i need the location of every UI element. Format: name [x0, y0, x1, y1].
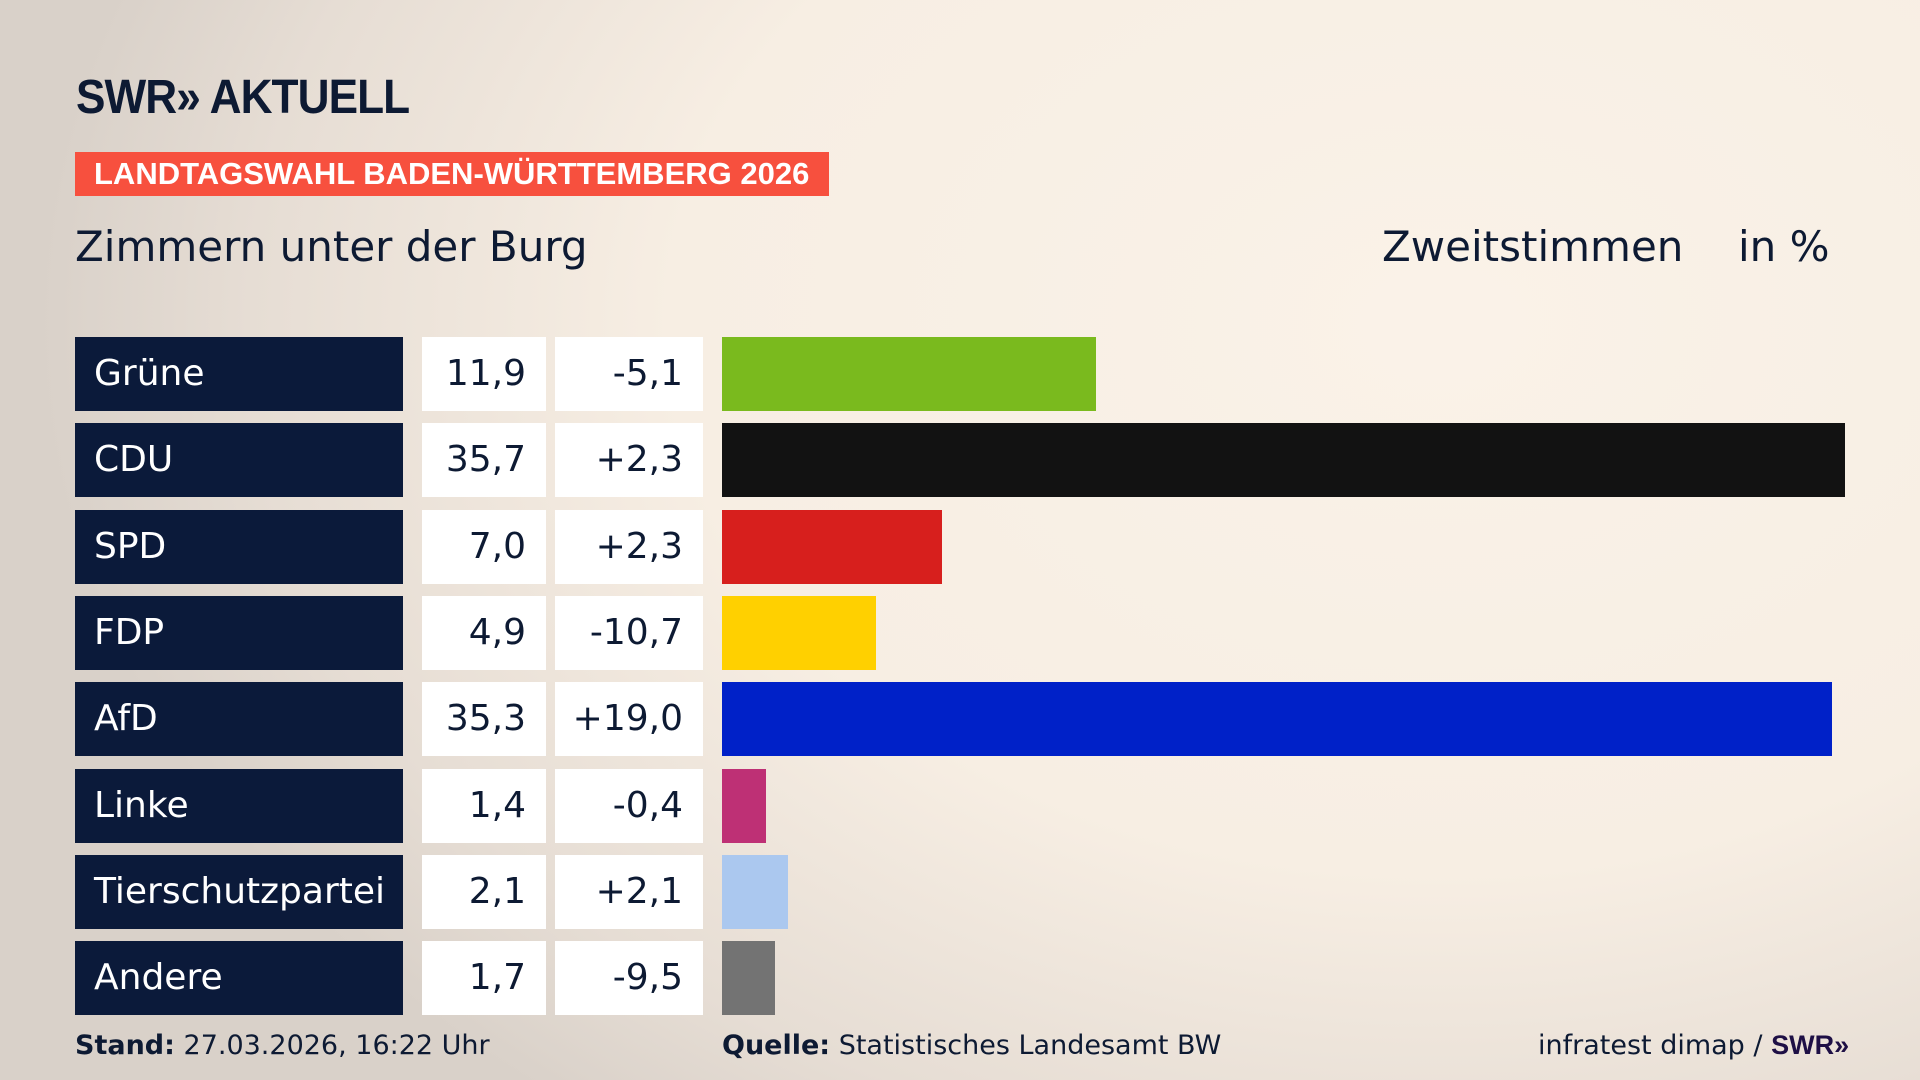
source-value: Statistisches Landesamt BW — [838, 1030, 1222, 1061]
election-banner: LANDTAGSWAHL BADEN-WÜRTTEMBERG 2026 — [75, 152, 829, 196]
party-label: AfD — [75, 682, 403, 757]
vote-share-bar — [722, 768, 767, 843]
swr-small-logo: SWR» — [1771, 1030, 1850, 1060]
party-label: Grüne — [75, 337, 403, 411]
vote-share-bar — [722, 509, 943, 584]
credit: infratest dimap / SWR» — [1538, 1030, 1849, 1061]
vote-change-value: -0,4 — [555, 768, 703, 843]
party-label: Linke — [75, 768, 403, 843]
party-row: Linke 1,4 -0,4 — [75, 768, 1855, 843]
vote-share-value: 7,0 — [422, 509, 546, 584]
party-row: Grüne 11,9 -5,1 — [75, 337, 1855, 411]
vote-change-value: -9,5 — [555, 941, 703, 1016]
vote-change-value: +2,3 — [555, 423, 703, 498]
party-row: AfD 35,3 +19,0 — [75, 682, 1855, 757]
stand-label: Stand: — [75, 1030, 175, 1061]
source: Quelle: Statistisches Landesamt BW — [722, 1030, 1221, 1061]
vote-change-value: -10,7 — [555, 595, 703, 670]
measure-label: Zweitstimmen — [1382, 222, 1684, 271]
vote-share-value: 4,9 — [422, 595, 546, 670]
vote-share-value: 1,7 — [422, 941, 546, 1016]
vote-share-value: 2,1 — [422, 854, 546, 929]
unit-label: in % — [1738, 222, 1830, 271]
vote-change-value: -5,1 — [555, 337, 703, 411]
vote-share-bar — [722, 337, 1097, 411]
party-label: SPD — [75, 509, 403, 584]
vote-share-bar — [722, 682, 1833, 757]
source-label: Quelle: — [722, 1030, 831, 1061]
party-label: CDU — [75, 423, 403, 498]
party-row: FDP 4,9 -10,7 — [75, 595, 1855, 670]
vote-change-value: +19,0 — [555, 682, 703, 757]
timestamp: Stand: 27.03.2026, 16:22 Uhr — [75, 1030, 490, 1061]
vote-share-value: 35,7 — [422, 423, 546, 498]
vote-share-value: 1,4 — [422, 768, 546, 843]
vote-share-bar — [722, 854, 789, 929]
vote-share-bar — [722, 941, 776, 1016]
vote-change-value: +2,1 — [555, 854, 703, 929]
vote-share-value: 11,9 — [422, 337, 546, 411]
party-label: FDP — [75, 595, 403, 670]
vote-share-bar — [722, 423, 1845, 498]
party-row: Tierschutzpartei 2,1 +2,1 — [75, 854, 1855, 929]
party-row: CDU 35,7 +2,3 — [75, 423, 1855, 498]
stand-value: 27.03.2026, 16:22 Uhr — [183, 1030, 490, 1061]
vote-share-bar — [722, 595, 877, 670]
vote-share-value: 35,3 — [422, 682, 546, 757]
party-label: Andere — [75, 941, 403, 1016]
party-row: SPD 7,0 +2,3 — [75, 509, 1855, 584]
party-label: Tierschutzpartei — [75, 854, 403, 929]
municipality-title: Zimmern unter der Burg — [75, 222, 588, 271]
vote-change-value: +2,3 — [555, 509, 703, 584]
party-row: Andere 1,7 -9,5 — [75, 941, 1855, 1016]
swr-aktuell-logo: SWR» AKTUELL — [76, 71, 410, 124]
credit-text: infratest dimap / — [1538, 1030, 1763, 1061]
